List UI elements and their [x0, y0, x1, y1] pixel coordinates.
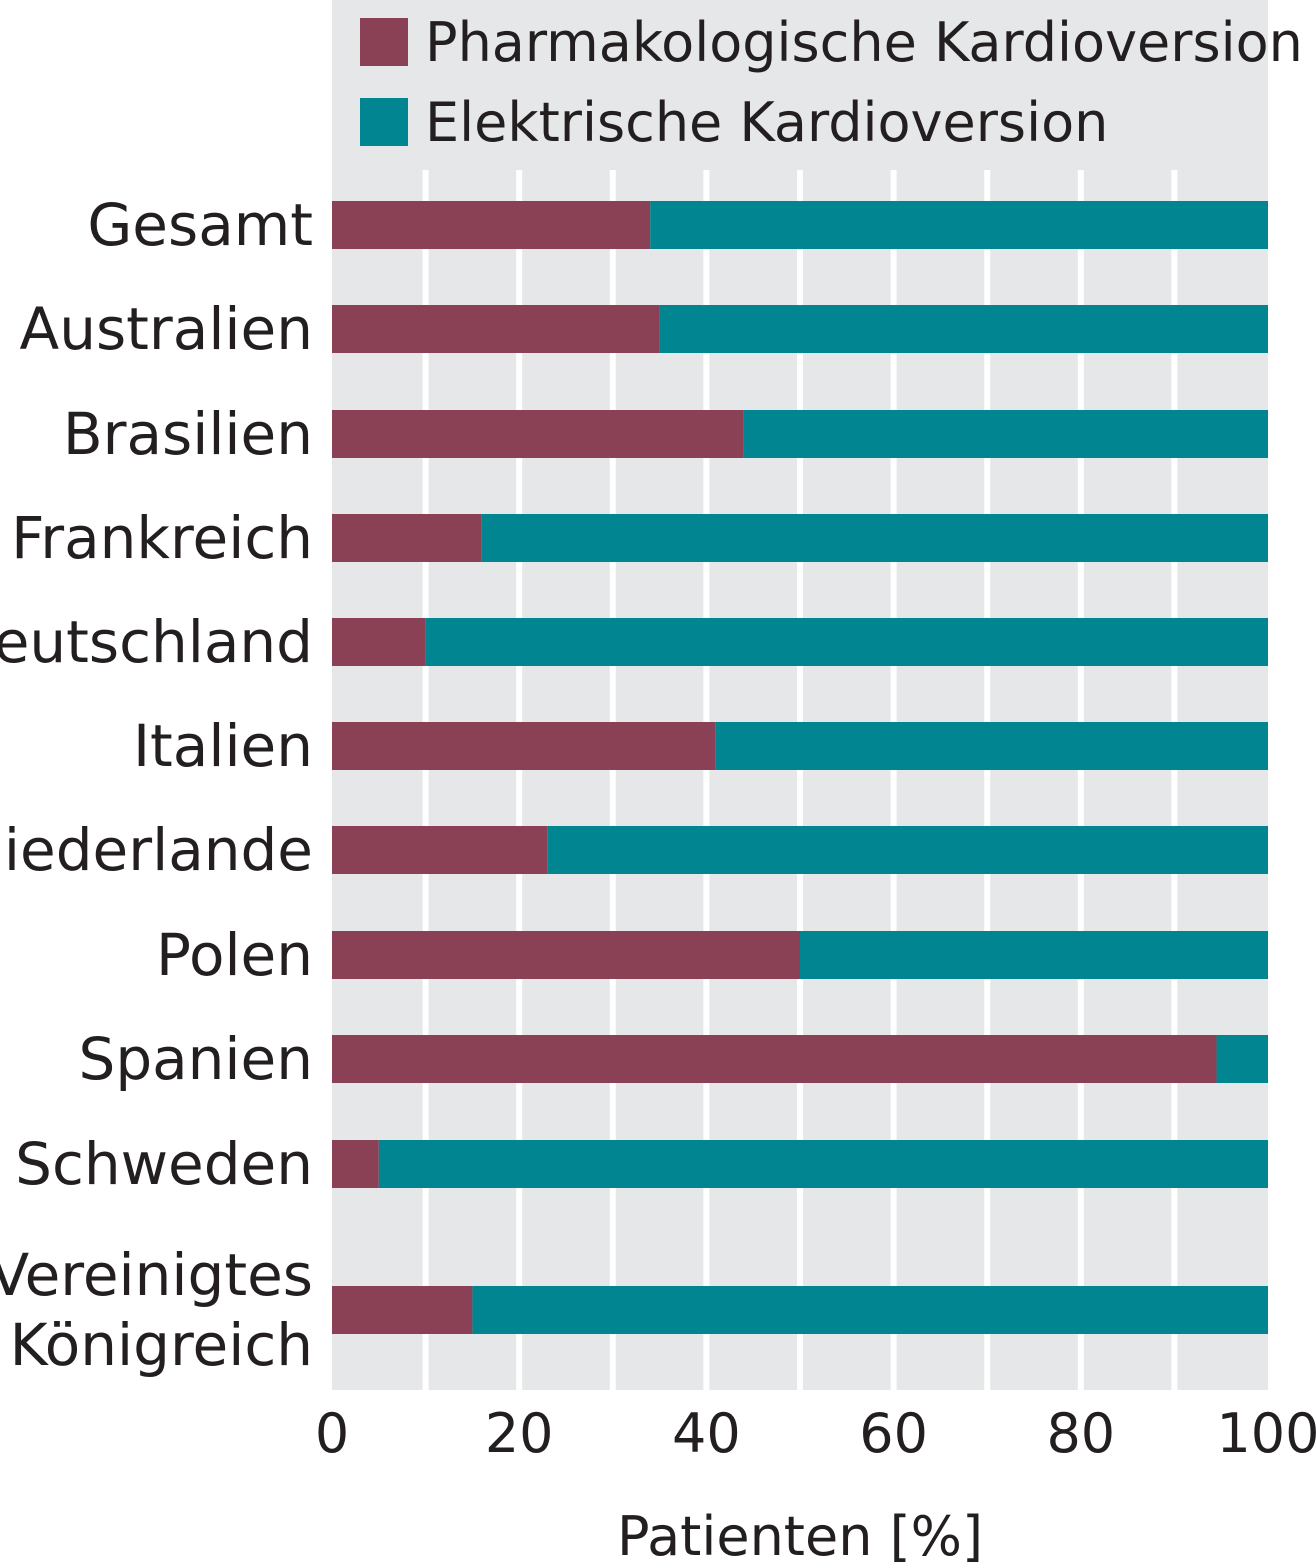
bar-pharmakologisch-8 [332, 1035, 1217, 1083]
category-label: Königreich [10, 1311, 313, 1379]
bar-elektrisch-7 [800, 931, 1268, 979]
x-axis-title: Patienten [%] [617, 1505, 983, 1563]
category-label: Gesamt [87, 191, 313, 259]
category-label: Spanien [79, 1025, 314, 1093]
bar-elektrisch-8 [1216, 1035, 1268, 1083]
category-label: Brasilien [63, 400, 313, 468]
bar-pharmakologisch-10 [332, 1286, 473, 1334]
x-tick-label: 60 [859, 1402, 928, 1465]
x-tick-label: 0 [315, 1402, 349, 1465]
bar-pharmakologisch-7 [332, 931, 800, 979]
x-tick-labels: 0 20 40 60 80 100 [315, 1402, 1316, 1465]
x-tick-label: 20 [485, 1402, 554, 1465]
category-label: Niederlande [0, 816, 313, 884]
bar-pharmakologisch-9 [332, 1140, 379, 1188]
bar-pharmakologisch-3 [332, 514, 482, 562]
category-label: Australien [20, 295, 313, 363]
legend: Pharmakologische Kardioversion Elektrisc… [360, 11, 1303, 154]
bar-elektrisch-9 [378, 1140, 1268, 1188]
bar-elektrisch-4 [425, 618, 1269, 666]
bar-pharmakologisch-1 [332, 305, 660, 353]
bar-elektrisch-5 [715, 722, 1268, 770]
category-label: Schweden [15, 1130, 313, 1198]
x-tick-label: 100 [1216, 1402, 1316, 1465]
bar-pharmakologisch-2 [332, 410, 744, 458]
legend-swatch-pharmakologisch [360, 18, 408, 66]
bar-elektrisch-0 [650, 201, 1268, 249]
category-label: Deutschland [0, 608, 313, 676]
bars [332, 201, 1269, 1334]
bar-elektrisch-10 [472, 1286, 1268, 1334]
bar-elektrisch-3 [481, 514, 1268, 562]
bar-elektrisch-6 [547, 826, 1268, 874]
category-label: Italien [133, 712, 313, 780]
bar-pharmakologisch-0 [332, 201, 651, 249]
legend-label-elektrisch: Elektrische Kardioversion [425, 91, 1108, 154]
bar-pharmakologisch-6 [332, 826, 548, 874]
bar-elektrisch-2 [743, 410, 1268, 458]
bar-pharmakologisch-4 [332, 618, 426, 666]
category-label: Vereinigtes [0, 1241, 313, 1309]
category-label: Frankreich [11, 504, 313, 572]
bar-elektrisch-1 [659, 305, 1268, 353]
legend-swatch-elektrisch [360, 98, 408, 146]
category-labels: Gesamt Australien Brasilien Frankreich Deuts… [0, 191, 313, 1379]
legend-label-pharmakologisch: Pharmakologische Kardioversion [425, 11, 1303, 74]
x-tick-label: 80 [1046, 1402, 1115, 1465]
x-tick-label: 40 [672, 1402, 741, 1465]
bar-pharmakologisch-5 [332, 722, 716, 770]
category-label: Polen [156, 921, 313, 989]
